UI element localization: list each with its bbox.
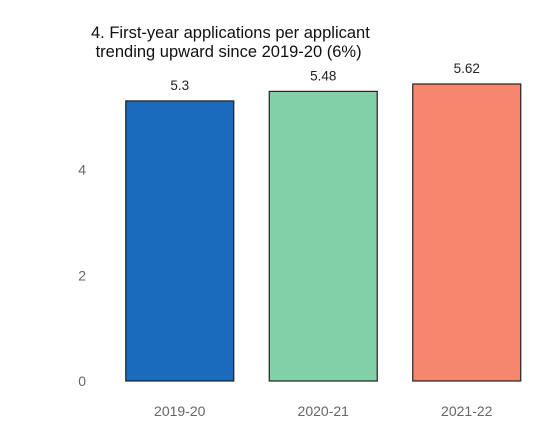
- y-tick-label: 2: [78, 267, 86, 283]
- y-axis-ticks: 0 2 4: [78, 162, 86, 389]
- bar-2021-22: [412, 83, 522, 382]
- bar-2019-20: [125, 100, 235, 382]
- data-label-2021-22: 5.62: [454, 61, 480, 76]
- chart-title-line-1: 4. First-year applications per applicant: [91, 24, 370, 42]
- bar-2020-21: [268, 90, 378, 382]
- x-tick-label-2019-20: 2019-20: [154, 403, 206, 419]
- y-tick-label: 0: [78, 373, 86, 389]
- data-label-2019-20: 5.3: [170, 78, 189, 93]
- chart-title-line-2: trending upward since 2019-20 (6%): [91, 43, 362, 61]
- x-tick-label-2020-21: 2020-21: [298, 403, 350, 419]
- x-axis-ticks: 2019-20 2020-21 2021-22: [154, 403, 493, 419]
- bars: [125, 83, 522, 382]
- data-label-2020-21: 5.48: [310, 68, 336, 83]
- data-labels: 5.3 5.48 5.62: [170, 61, 480, 93]
- y-tick-label: 4: [78, 162, 86, 178]
- x-tick-label-2021-22: 2021-22: [441, 403, 493, 419]
